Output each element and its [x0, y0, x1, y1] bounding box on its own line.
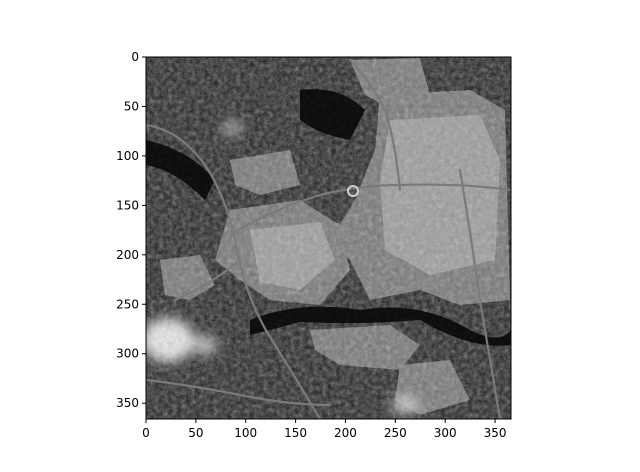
x-tick-label: 200: [334, 426, 357, 440]
y-tick-label: 250: [116, 297, 139, 311]
y-tick-label: 100: [116, 149, 139, 163]
x-tick-label: 350: [484, 426, 507, 440]
x-axis: 0 50 100 150 200 250 300 350: [142, 419, 506, 440]
x-tick-label: 0: [142, 426, 150, 440]
x-tick-label: 100: [234, 426, 257, 440]
x-tick-label: 300: [434, 426, 457, 440]
y-tick-label: 50: [124, 99, 139, 113]
y-tick-label: 200: [116, 248, 139, 262]
satellite-image: [146, 57, 511, 419]
y-tick-label: 150: [116, 198, 139, 212]
y-tick-label: 300: [116, 347, 139, 361]
y-tick-label: 0: [131, 50, 139, 64]
x-tick-label: 250: [384, 426, 407, 440]
x-tick-label: 50: [188, 426, 203, 440]
x-tick-label: 150: [284, 426, 307, 440]
plot-frame: [145, 56, 512, 420]
y-axis: 0 50 100 150 200 250 300 350: [116, 50, 146, 410]
y-tick-label: 350: [116, 396, 139, 410]
